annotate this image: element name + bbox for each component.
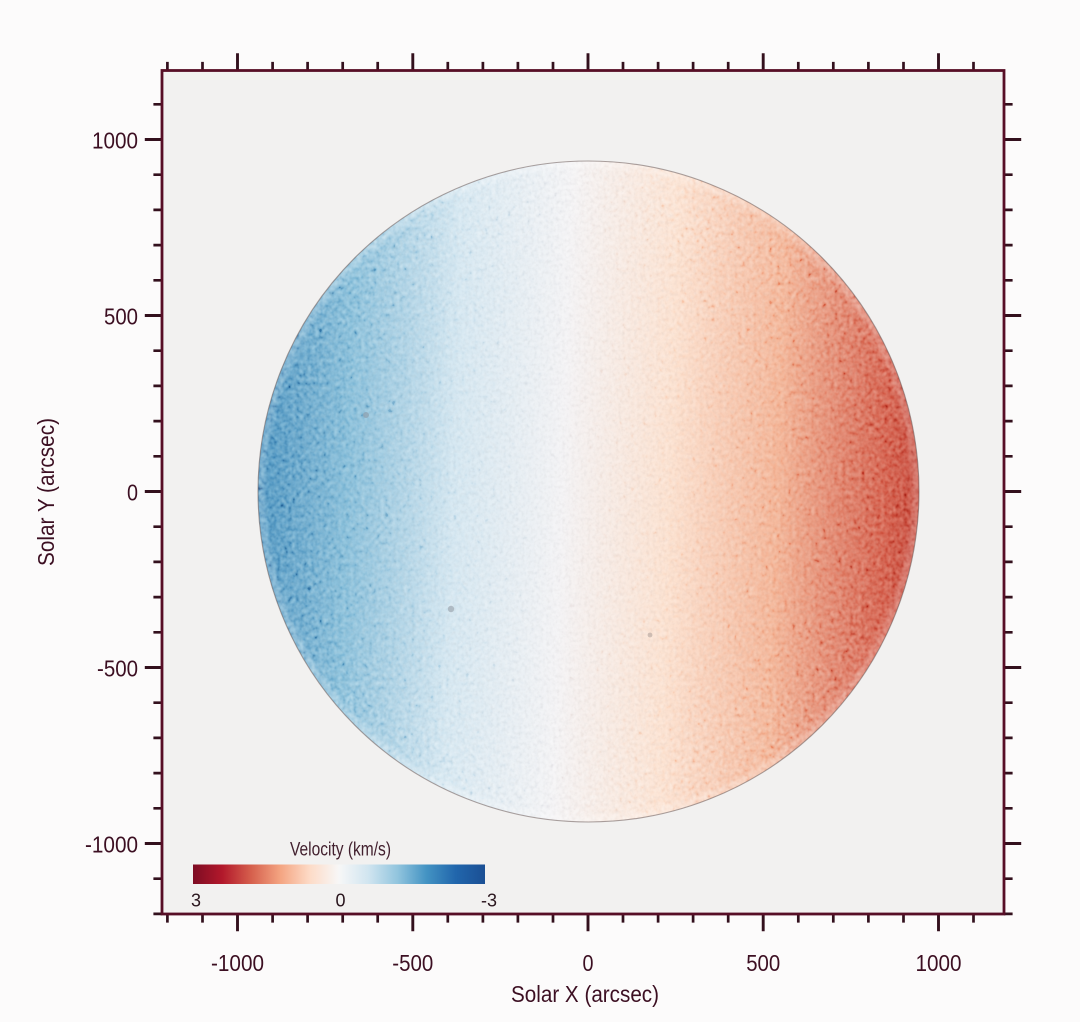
svg-text:Solar X (arcsec): Solar X (arcsec) — [511, 981, 659, 1007]
svg-text:-1000: -1000 — [85, 831, 138, 857]
svg-text:-500: -500 — [97, 655, 138, 681]
svg-text:-1000: -1000 — [211, 950, 264, 976]
svg-text:0: 0 — [583, 950, 594, 976]
svg-text:500: 500 — [104, 303, 138, 329]
svg-text:Velocity (km/s): Velocity (km/s) — [290, 840, 391, 861]
svg-text:1000: 1000 — [916, 950, 962, 976]
svg-text:Solar Y (arcsec): Solar Y (arcsec) — [33, 418, 59, 566]
svg-text:-500: -500 — [392, 950, 433, 976]
svg-text:0: 0 — [335, 891, 345, 911]
svg-text:500: 500 — [746, 950, 780, 976]
svg-text:0: 0 — [127, 479, 138, 505]
svg-text:-3: -3 — [481, 891, 497, 911]
svg-text:1000: 1000 — [92, 127, 138, 153]
svg-text:3: 3 — [191, 891, 201, 911]
